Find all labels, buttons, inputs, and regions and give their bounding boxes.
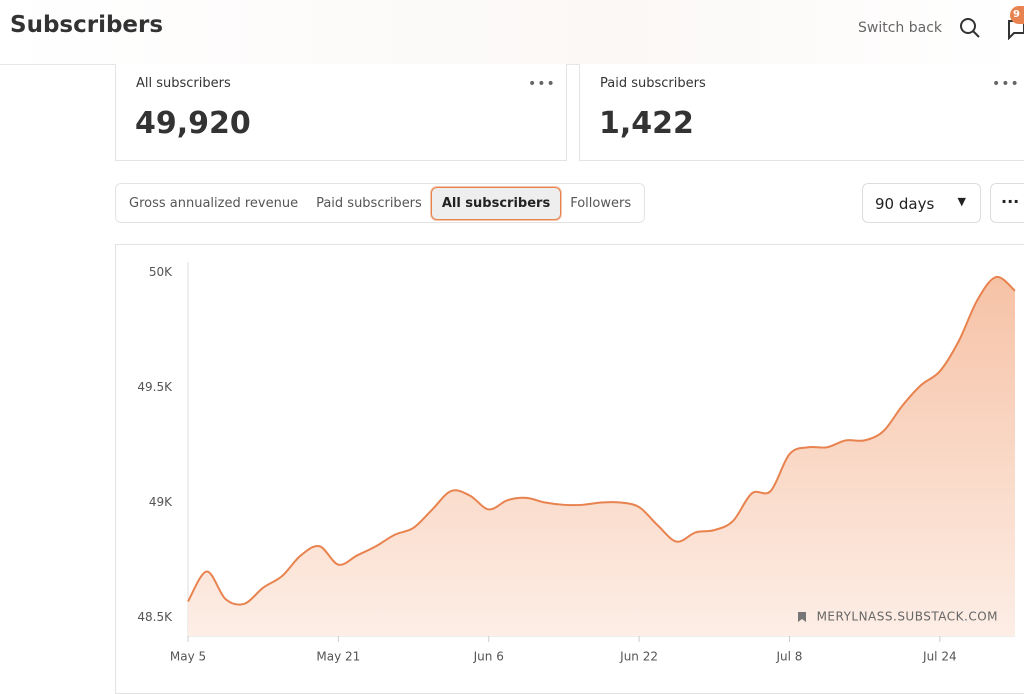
tab[interactable]: Followers [570, 195, 632, 211]
line [187, 275, 1016, 606]
card-label: Paid subscribers [600, 76, 706, 91]
area [188, 276, 1015, 636]
x-tick-label: Jul 24 [922, 650, 957, 664]
metric-tabs: Gross annualized revenue Paid subscribers… [115, 183, 646, 223]
card-value: 1,422 [599, 106, 694, 141]
y-tick-label: 49K [149, 495, 173, 509]
stat-card: All subscribers 49,920 ••• [115, 64, 567, 161]
y-tick-label: 49.5K [137, 380, 173, 394]
watermark-icon [798, 612, 806, 622]
watermark: MERYLNASS.SUBSTACK.COM [817, 610, 998, 624]
header: Subscribers Switch back 9 [0, 0, 1024, 65]
tab[interactable]: Paid subscribers [316, 195, 422, 211]
x-tick-label: May 5 [170, 650, 206, 664]
page-title: Subscribers [10, 12, 164, 38]
tab[interactable]: All subscribers [430, 186, 562, 220]
x-tick-label: Jun 6 [473, 650, 504, 664]
y-tick-label: 50K [149, 265, 173, 279]
range-value: 90 days [875, 195, 935, 213]
notification-badge: 9 [1010, 6, 1024, 24]
range-dropdown[interactable]: 90 days ▼ [862, 183, 981, 223]
x-tick-label: Jul 8 [775, 650, 802, 664]
dropdown-arrow: ▼ [957, 195, 966, 208]
tab[interactable]: Gross annualized revenue [129, 195, 299, 211]
card-label: All subscribers [136, 76, 231, 91]
stat-card: Paid subscribers 1,422 ••• [579, 64, 1024, 161]
card-menu[interactable]: ••• [528, 76, 556, 92]
card-menu[interactable]: ••• [992, 76, 1020, 92]
card-value: 49,920 [135, 106, 251, 141]
switch-back-link[interactable]: Switch back [858, 20, 943, 36]
search-icon[interactable] [958, 16, 982, 40]
x-tick-label: May 21 [316, 650, 360, 664]
more-button[interactable]: ··· [990, 183, 1024, 223]
x-tick-label: Jun 22 [619, 650, 658, 664]
y-tick-label: 48.5K [137, 610, 173, 624]
